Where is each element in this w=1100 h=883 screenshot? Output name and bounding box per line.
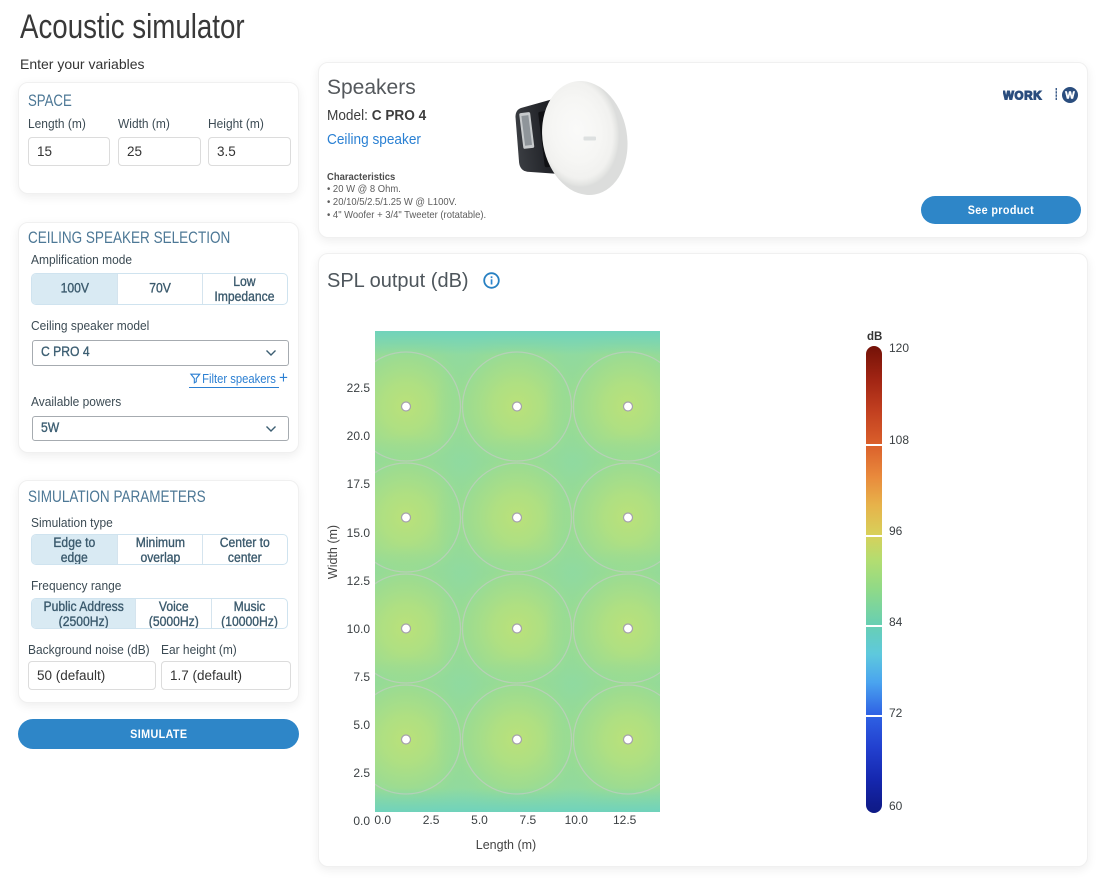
svg-text:W: W — [1065, 91, 1075, 102]
svg-text:WORK: WORK — [1003, 91, 1042, 103]
